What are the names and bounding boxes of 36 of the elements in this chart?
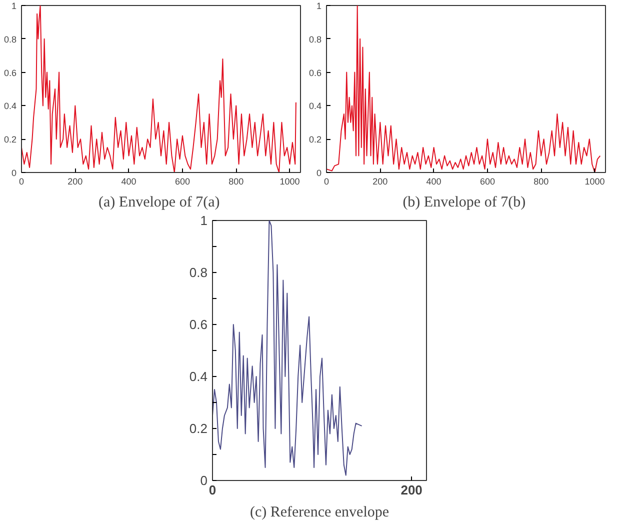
x-tick-label: 1000	[280, 176, 300, 186]
line-series	[212, 220, 362, 476]
y-tick-label: 0.2	[189, 421, 208, 436]
x-tick-label: 200	[372, 176, 388, 186]
y-tick-label: 0.4	[189, 369, 208, 384]
y-tick-label: 0.2	[4, 134, 17, 145]
y-tick-label: 0.2	[308, 134, 322, 145]
text: (b) Envelope of 7(b)	[402, 194, 526, 210]
y-tick-label: 1	[200, 213, 208, 228]
x-tick-label: 200	[400, 482, 422, 498]
y-tick-label: 0	[200, 473, 208, 488]
y-tick-label: 0.8	[189, 265, 208, 280]
text: (a) Envelope of 7(a)	[98, 194, 220, 210]
y-tick-label: 1	[316, 1, 322, 11]
y-tick-label: 0.4	[4, 101, 17, 112]
y-tick-label: 0.6	[308, 68, 322, 78]
y-tick-label: 0.8	[4, 34, 17, 44]
x-tick-label: 0	[324, 176, 330, 186]
text: (c) Reference envelope	[250, 504, 390, 520]
y-tick-label: 0.8	[308, 34, 322, 44]
y-tick-label: 0.4	[308, 101, 322, 112]
y-tick-label: 0	[316, 168, 322, 178]
x-tick-label: 400	[121, 176, 136, 186]
y-tick-label: 0.6	[4, 68, 17, 78]
x-tick-label: 800	[228, 176, 244, 186]
x-tick-label: 600	[480, 176, 495, 186]
y-tick-label: 0.6	[189, 317, 208, 332]
x-tick-label: 600	[174, 176, 190, 186]
line-series	[326, 6, 601, 172]
x-tick-label: 400	[426, 176, 442, 186]
x-tick-label: 200	[68, 176, 83, 186]
y-tick-label: 1	[11, 1, 17, 11]
y-tick-label: 0	[11, 168, 17, 178]
x-tick-label: 1000	[584, 176, 605, 186]
x-tick-label: 800	[534, 176, 549, 186]
x-tick-label: 0	[18, 176, 24, 186]
